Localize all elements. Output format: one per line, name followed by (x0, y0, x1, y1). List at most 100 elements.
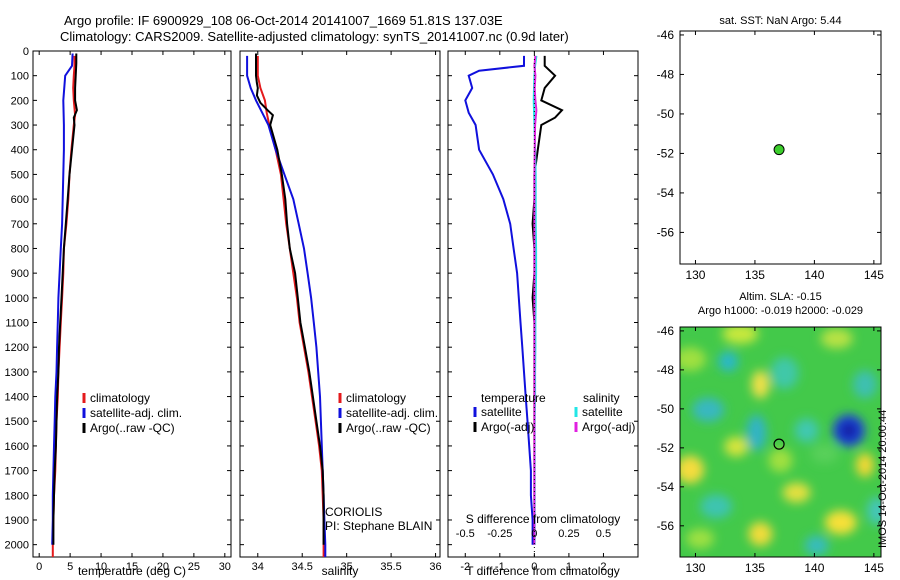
salinity-annotation: PI: Stephane BLAIN (325, 519, 432, 533)
argo-location-marker (773, 438, 785, 450)
difference-xtick2-label: 0.5 (596, 528, 611, 540)
heatmap-blob (748, 522, 773, 546)
argo-location-point (773, 144, 785, 156)
figure-title-line-1: Argo profile: IF 6900929_108 06-Oct-2014… (64, 13, 503, 28)
heatmap-blob (824, 510, 857, 535)
heatmap-blob (722, 327, 759, 344)
heatmap-blob (718, 351, 739, 372)
temperature-xtick-label: 20 (157, 561, 169, 573)
temperature-series-black (52, 53, 78, 545)
temperature-ytick-label: 1800 (5, 490, 29, 502)
difference-xtick-label: 1 (566, 561, 572, 573)
heatmap-blob (770, 357, 799, 389)
difference-legend-label: Argo(-adj) (481, 420, 534, 434)
difference-frame (447, 50, 639, 558)
location-xtick-label: 130 (685, 268, 705, 282)
temperature-ytick-label: 1100 (5, 318, 29, 330)
salinity-legend-label: satellite-adj. clim. (346, 406, 438, 420)
location-frame (679, 30, 882, 265)
altimetry-xtick-label: 145 (864, 561, 884, 575)
temperature-xlabel: temperature (deg C) (78, 564, 186, 578)
location-ytick-label: -46 (657, 28, 675, 42)
heatmap-blob (804, 535, 829, 556)
heatmap-blob (700, 494, 733, 519)
location-ytick-label: -56 (657, 225, 675, 239)
location-ytick-label: -54 (657, 186, 675, 200)
heatmap-blob (768, 448, 793, 473)
salinity-annotation: CORIOLIS (325, 505, 382, 519)
location-xtick-label: 145 (864, 268, 884, 282)
temperature-ytick-label: 700 (11, 219, 29, 231)
temperature-xtick-label: 10 (95, 561, 107, 573)
altimetry-title: Altim. SLA: -0.15 (739, 291, 822, 303)
temperature-legend-label: satellite-adj. clim. (90, 406, 182, 420)
location-ytick-label: -52 (657, 146, 675, 160)
temperature-xtick-label: 30 (219, 561, 231, 573)
difference-series-black (531, 55, 564, 545)
temperature-ytick-label: 1700 (5, 466, 29, 478)
heatmap-blob (866, 497, 881, 525)
temperature-ytick-label: 1200 (5, 342, 29, 354)
heatmap-blob (746, 414, 767, 451)
temperature-ytick-label: 1600 (5, 441, 29, 453)
heatmap-blob (680, 347, 707, 372)
altimetry-ytick-label: -52 (657, 441, 675, 455)
difference-xlabel: T difference from climatology (466, 564, 620, 578)
temperature-ytick-label: 1300 (5, 367, 29, 379)
temperature-ytick-label: 1000 (5, 293, 29, 305)
temperature-xtick-label: 25 (188, 561, 200, 573)
altimetry-ytick-label: -54 (657, 480, 675, 494)
difference-xtick-label: -1 (495, 561, 505, 573)
timestamp-label: IMOS 14-Oct-2014 20:00:44 (877, 409, 889, 548)
salinity-xtick-label: 36 (429, 561, 441, 573)
difference-xtick2-label: -0.25 (487, 528, 512, 540)
temperature-ytick-label: 1400 (5, 392, 29, 404)
figure-title-line-2: Climatology: CARS2009. Satellite-adjuste… (60, 29, 569, 44)
difference-xtick-label: 0 (531, 561, 537, 573)
temperature-ytick-label: 100 (11, 71, 29, 83)
difference-xtick-label: -2 (460, 561, 470, 573)
salinity-series-blue (246, 55, 327, 557)
altimetry-xtick-label: 140 (804, 561, 824, 575)
salinity-xtick-label: 34 (252, 561, 264, 573)
altimetry-xtick-label: 135 (745, 561, 765, 575)
difference-legend-label: satellite (582, 405, 623, 419)
heatmap-blob (820, 328, 853, 349)
heatmap-blob (794, 418, 819, 443)
altimetry-subtitle: Argo h1000: -0.019 h2000: -0.029 (698, 305, 863, 317)
location-title: sat. SST: NaN Argo: 5.44 (719, 15, 841, 27)
location-xtick-label: 135 (745, 268, 765, 282)
difference-xtick2-label: -0.5 (456, 528, 475, 540)
location-xtick-label: 140 (804, 268, 824, 282)
salinity-xtick-label: 34.5 (292, 561, 313, 573)
salinity-xtick-label: 35.5 (380, 561, 401, 573)
temperature-ytick-label: 0 (23, 46, 29, 58)
temperature-ytick-label: 500 (11, 169, 29, 181)
temperature-series-blue (51, 53, 74, 545)
temperature-ytick-label: 200 (11, 95, 29, 107)
heatmap-blob (810, 443, 839, 464)
salinity-legend-label: Argo(..raw -QC) (346, 421, 431, 435)
temperature-ytick-label: 300 (11, 120, 29, 132)
heatmap-blob (680, 455, 705, 484)
temperature-ytick-label: 600 (11, 194, 29, 206)
salinity-series-red (256, 55, 325, 557)
temperature-legend-label: climatology (90, 391, 150, 405)
salinity-legend-label: climatology (346, 391, 406, 405)
heatmap-blob (782, 482, 811, 503)
altimetry-ytick-label: -48 (657, 363, 675, 377)
location-ytick-label: -48 (657, 67, 675, 81)
difference-legend-header-salinity: salinity (583, 391, 620, 405)
heatmap-blob (692, 397, 725, 422)
temperature-legend-label: Argo(..raw -QC) (90, 421, 175, 435)
difference-legend-label: Argo(-adj) (582, 420, 635, 434)
difference-series-blue (464, 55, 534, 545)
altimetry-frame (679, 326, 882, 558)
temperature-ytick-label: 1900 (5, 515, 29, 527)
difference-legend-header-temperature: temperature (481, 391, 546, 405)
heatmap-blob (724, 436, 749, 457)
heatmap-blob (751, 370, 770, 399)
altimetry-heatmap (680, 327, 881, 557)
